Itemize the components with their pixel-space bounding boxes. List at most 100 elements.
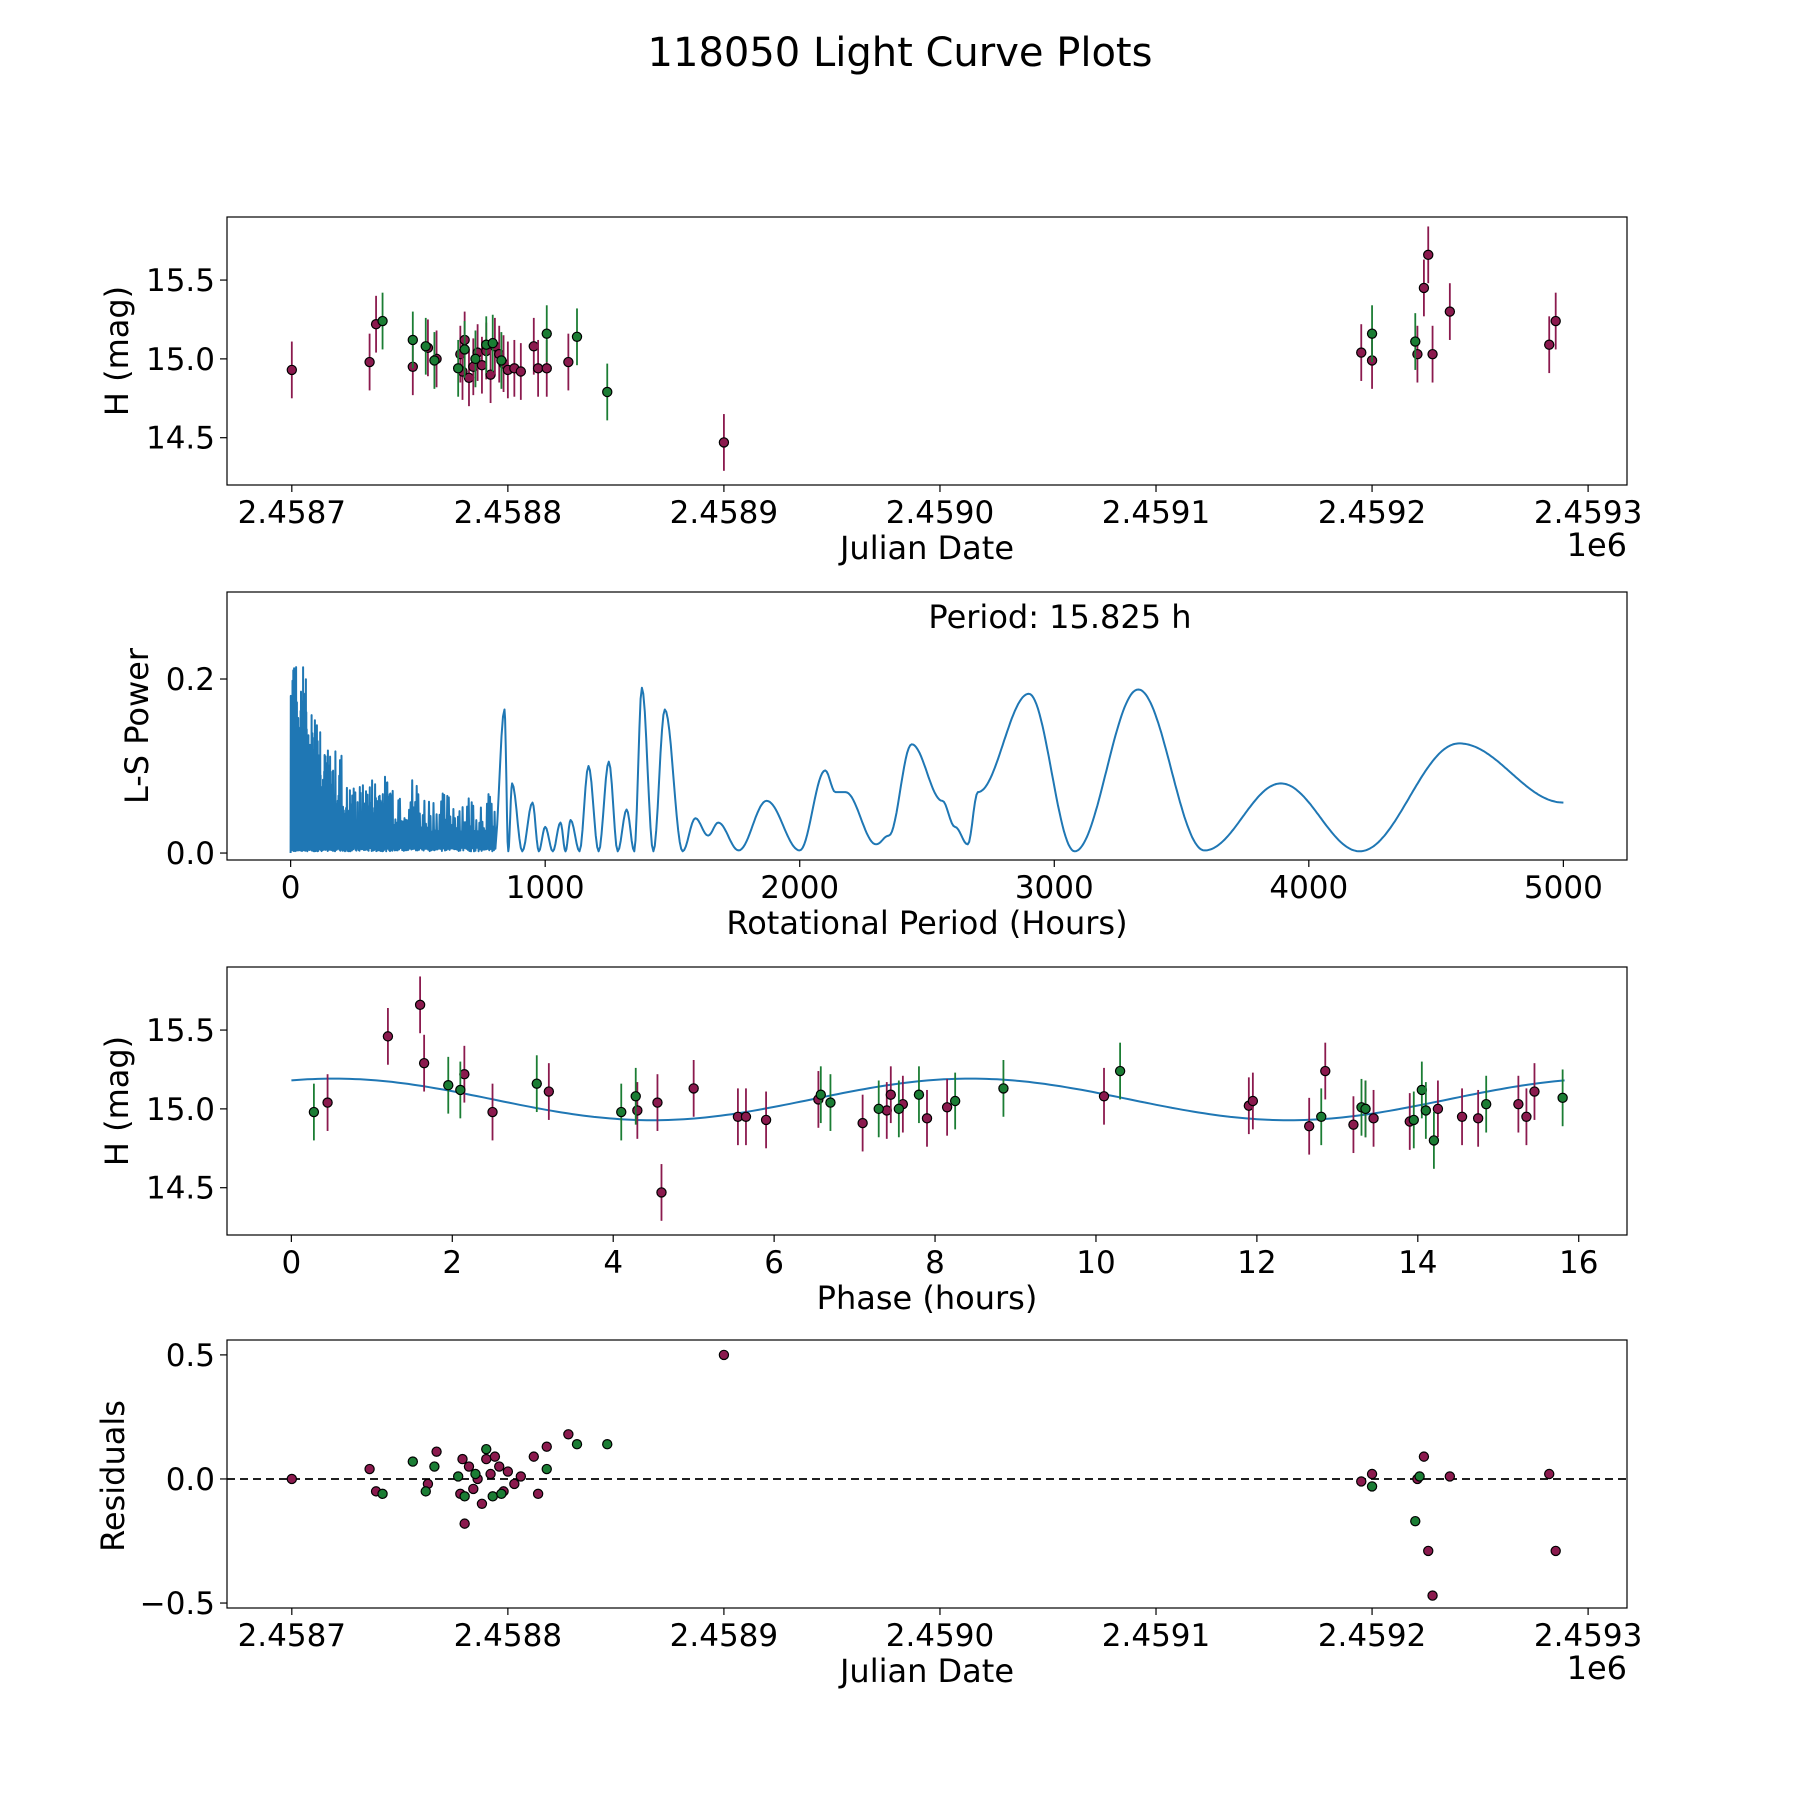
data-point-magenta	[476, 1498, 488, 1509]
y-tick-label: 14.5	[146, 1171, 215, 1207]
data-point-green	[602, 1439, 613, 1450]
data-point-green	[487, 1491, 498, 1502]
data-point-green	[377, 1488, 388, 1500]
periodogram-marks	[289, 666, 1564, 854]
figure-title: 118050 Light Curve Plots	[648, 30, 1153, 76]
data-point-green	[531, 1078, 542, 1089]
data-point-green	[571, 331, 583, 343]
y-tick-label: 14.5	[146, 421, 215, 457]
data-point-magenta	[382, 1031, 394, 1042]
data-point-magenta	[1356, 1476, 1367, 1487]
x-tick-label: 2.4592	[1318, 495, 1426, 531]
x-tick-label: 1000	[506, 870, 585, 906]
data-point-green	[541, 328, 552, 339]
data-point-magenta	[1521, 1111, 1532, 1122]
data-point-magenta	[494, 1461, 505, 1472]
data-point-green	[1557, 1092, 1568, 1104]
y-tick-label: 15.5	[146, 1013, 215, 1049]
data-point-green	[1410, 336, 1421, 347]
data-point-green	[496, 1488, 507, 1500]
data-point-magenta	[485, 369, 496, 380]
data-point-magenta	[541, 363, 552, 374]
data-point-magenta	[1472, 1113, 1484, 1124]
data-point-magenta	[563, 356, 574, 368]
data-point-green	[308, 1106, 320, 1118]
data-point-magenta	[1550, 1545, 1561, 1557]
x-tick-label: 16	[1559, 1245, 1598, 1281]
data-point-magenta	[1366, 1468, 1378, 1480]
data-point-green	[1410, 1515, 1421, 1527]
data-point-magenta	[532, 363, 544, 374]
phased-marks	[291, 976, 1568, 1221]
periodogram-frame	[226, 591, 1628, 861]
y-tick-label: 0.2	[166, 662, 215, 698]
data-point-green	[459, 1491, 470, 1502]
periodogram-xlabel: Rotational Period (Hours)	[726, 904, 1127, 942]
y-tick-label: 0.0	[166, 1462, 215, 1498]
data-point-green	[998, 1083, 1009, 1094]
data-point-green	[443, 1080, 454, 1091]
data-point-green	[429, 355, 440, 366]
data-point-magenta	[941, 1102, 953, 1113]
data-point-magenta	[489, 1451, 501, 1462]
periodogram-panel: 0 1000 2000 3000 4000 5000 0.0 0.2 Period: 15.8…	[118, 591, 1628, 942]
data-point-green	[630, 1091, 641, 1102]
data-point-magenta	[509, 1478, 520, 1490]
data-point-magenta	[688, 1083, 699, 1094]
data-point-magenta	[1550, 315, 1561, 327]
data-point-green	[1366, 328, 1378, 339]
lightcurve-marks	[286, 226, 1561, 471]
x-tick-label: 8	[925, 1245, 945, 1281]
x-tick-label: 10	[1076, 1245, 1115, 1281]
data-point-magenta	[1427, 348, 1438, 360]
x-tick-label: 3000	[1015, 870, 1094, 906]
data-point-magenta	[885, 1089, 896, 1100]
x-tick-label: 2.4593	[1534, 1618, 1642, 1654]
periodogram-ticks: 0 1000 2000 3000 4000 5000 0.0 0.2	[166, 662, 1603, 906]
data-point-magenta	[431, 1446, 442, 1457]
data-point-green	[377, 315, 388, 327]
data-point-magenta	[322, 1097, 333, 1108]
data-point-magenta	[1247, 1095, 1259, 1107]
data-point-green	[470, 1468, 481, 1480]
data-point-green	[602, 386, 613, 398]
data-point-magenta	[286, 364, 298, 376]
data-point-green	[407, 334, 419, 346]
data-point-magenta	[1444, 1471, 1456, 1482]
x-tick-label: 2000	[760, 870, 839, 906]
data-point-magenta	[740, 1111, 752, 1122]
x-tick-label: 2.4590	[886, 495, 994, 531]
period-annotation: Period: 15.825 h	[928, 598, 1191, 636]
data-point-green	[571, 1439, 583, 1450]
data-point-magenta	[286, 1473, 298, 1485]
data-point-magenta	[1529, 1086, 1540, 1097]
data-point-magenta	[528, 341, 539, 352]
residuals-xlabel: Julian Date	[838, 1652, 1014, 1690]
data-point-magenta	[1348, 1119, 1359, 1130]
data-point-magenta	[1412, 348, 1423, 360]
y-tick-label: 15.0	[146, 1092, 215, 1128]
x-tick-label: 2.4588	[454, 495, 562, 531]
data-point-green	[481, 1443, 492, 1455]
data-point-magenta	[1418, 1451, 1430, 1462]
data-point-green	[1316, 1111, 1327, 1122]
data-point-magenta	[632, 1105, 643, 1116]
data-point-green	[949, 1095, 961, 1107]
data-point-magenta	[1423, 249, 1434, 261]
phased-xlabel: Phase (hours)	[817, 1279, 1038, 1317]
x-tick-label: 2.4591	[1102, 1618, 1210, 1654]
data-point-magenta	[485, 1468, 496, 1480]
x-tick-label: 14	[1398, 1245, 1437, 1281]
x-tick-label: 5000	[1524, 870, 1603, 906]
data-point-magenta	[1544, 339, 1555, 350]
data-point-green	[459, 344, 470, 355]
lightcurve-offset-label: 1e6	[1567, 526, 1627, 564]
data-point-magenta	[1423, 1545, 1434, 1557]
y-tick-label: 15.0	[146, 342, 215, 378]
data-point-green	[1420, 1105, 1432, 1116]
residuals-offset-label: 1e6	[1567, 1649, 1627, 1687]
data-point-green	[1366, 1481, 1378, 1492]
data-point-magenta	[468, 1483, 479, 1495]
data-point-magenta	[502, 1466, 514, 1477]
